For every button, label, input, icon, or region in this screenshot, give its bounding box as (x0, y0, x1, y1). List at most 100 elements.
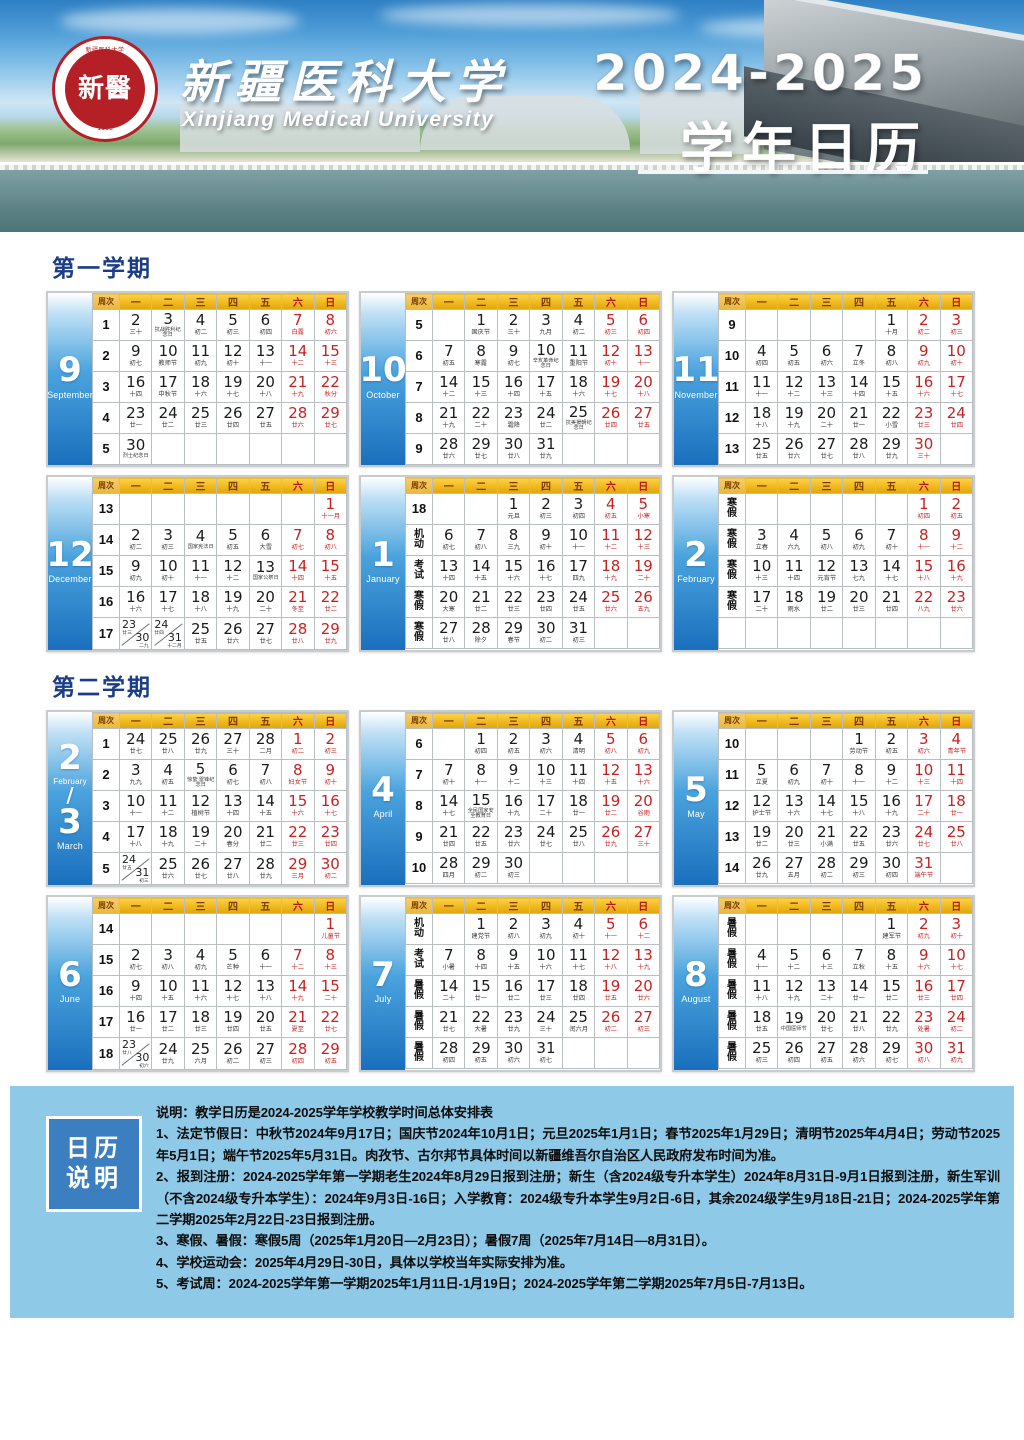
calendar-day-cell[interactable] (744, 617, 779, 649)
calendar-day-cell[interactable]: 30 三十 (907, 433, 941, 465)
calendar-day-cell[interactable]: 10 初十 (151, 555, 185, 587)
calendar-day-cell[interactable]: 19 十七 (594, 371, 628, 403)
calendar-day-cell[interactable]: 13 二十 (809, 975, 844, 1007)
calendar-day-cell[interactable]: 25 廿八 (151, 728, 185, 760)
calendar-day-cell[interactable]: 18 十八 (744, 402, 779, 434)
calendar-day-cell[interactable]: 28 除夕 (464, 617, 498, 649)
calendar-day-cell[interactable]: 26 廿七 (183, 852, 218, 885)
calendar-day-cell[interactable]: 27 初三 (248, 1037, 283, 1070)
calendar-day-cell[interactable]: 27 五月 (777, 852, 811, 884)
calendar-day-cell[interactable]: 20 十八 (626, 371, 661, 403)
calendar-day-cell[interactable]: 12 初十 (216, 340, 250, 372)
calendar-day-cell[interactable]: 9 十二 (939, 524, 974, 556)
calendar-day-cell[interactable]: 7 立秋 (842, 944, 876, 976)
calendar-day-cell[interactable] (777, 617, 811, 649)
calendar-day-cell[interactable]: 14 十九 (281, 975, 315, 1007)
calendar-day-cell[interactable]: 7 初十 (809, 759, 844, 791)
calendar-day-cell[interactable]: 18 十六 (183, 371, 218, 403)
calendar-day-cell[interactable]: 5 初八 (809, 524, 844, 556)
calendar-day-cell[interactable]: 15 十三 (313, 340, 348, 372)
calendar-day-cell[interactable]: 24 廿五 31 初三 (118, 852, 153, 885)
calendar-day-cell[interactable]: 4 初九 (183, 944, 218, 976)
calendar-day-cell[interactable]: 3 九月 (529, 309, 563, 341)
calendar-day-cell[interactable]: 20 谷雨 (626, 790, 661, 822)
calendar-day-cell[interactable]: 13 七九 (842, 555, 876, 587)
calendar-day-cell[interactable] (777, 913, 811, 945)
calendar-day-cell[interactable]: 7 立冬 (842, 340, 876, 372)
calendar-day-cell[interactable]: 13 十八 (248, 975, 283, 1007)
calendar-day-cell[interactable]: 17 廿二 (151, 1006, 185, 1038)
calendar-day-cell[interactable]: 20 廿五 (248, 1006, 283, 1038)
calendar-day-cell[interactable]: 7 十二 (281, 944, 315, 976)
calendar-day-cell[interactable]: 8 十四 (464, 944, 498, 976)
calendar-day-cell[interactable] (216, 433, 250, 465)
calendar-day-cell[interactable] (151, 433, 185, 465)
calendar-day-cell[interactable]: 9 初九 (118, 555, 153, 587)
calendar-day-cell[interactable]: 23 廿九 (496, 1006, 531, 1038)
calendar-day-cell[interactable]: 2 初三 (313, 728, 348, 760)
calendar-day-cell[interactable]: 18 十八 (183, 586, 218, 618)
calendar-day-cell[interactable]: 16 十九 (496, 790, 531, 822)
calendar-day-cell[interactable] (777, 728, 811, 760)
calendar-day-cell[interactable]: 8 十一 (464, 759, 498, 791)
calendar-day-cell[interactable]: 2 三十 (118, 309, 153, 341)
split-day-cell[interactable]: 23 廿三 30 二九 (120, 618, 151, 649)
calendar-day-cell[interactable] (183, 913, 218, 945)
calendar-day-cell[interactable]: 9 初七 (118, 340, 153, 372)
calendar-day-cell[interactable]: 22 廿三 (281, 821, 315, 853)
calendar-day-cell[interactable]: 27 廿五 (248, 402, 283, 434)
calendar-day-cell[interactable]: 6 初九 (777, 759, 811, 791)
calendar-day-cell[interactable]: 1 初四 (907, 493, 941, 525)
calendar-day-cell[interactable]: 14 十五 (464, 555, 498, 587)
calendar-day-cell[interactable] (594, 617, 628, 649)
calendar-day-cell[interactable]: 11 十一 (744, 371, 779, 403)
calendar-day-cell[interactable]: 18 十九 (594, 555, 628, 587)
calendar-day-cell[interactable] (118, 493, 153, 525)
calendar-day-cell[interactable]: 18 雨水 (777, 586, 811, 618)
calendar-day-cell[interactable]: 17 十五 (529, 371, 563, 403)
calendar-day-cell[interactable]: 6 十二 (626, 913, 661, 945)
calendar-day-cell[interactable]: 3 初三 (939, 309, 974, 341)
calendar-day-cell[interactable] (744, 913, 779, 945)
calendar-day-cell[interactable]: 8 十五 (874, 944, 909, 976)
calendar-day-cell[interactable]: 29 三月 (281, 852, 315, 885)
calendar-day-cell[interactable]: 30 初八 (907, 1037, 941, 1069)
calendar-day-cell[interactable]: 2 初八 (496, 913, 531, 945)
calendar-day-cell[interactable]: 5 立夏 (744, 759, 779, 791)
calendar-day-cell[interactable]: 8 初八 (874, 340, 909, 372)
calendar-day-cell[interactable]: 4 初十 (561, 913, 596, 945)
calendar-day-cell[interactable]: 18 廿四 (561, 975, 596, 1007)
calendar-day-cell[interactable]: 16 十六 (118, 586, 153, 618)
calendar-day-cell[interactable] (183, 433, 218, 465)
calendar-day-cell[interactable]: 16 十四 (118, 371, 153, 403)
calendar-day-cell[interactable]: 16 十七 (313, 790, 348, 822)
calendar-day-cell[interactable]: 11 初九 (183, 340, 218, 372)
split-day-second[interactable]: 31 十二月 (167, 632, 182, 650)
calendar-day-cell[interactable]: 4 国家宪法日 (183, 524, 218, 556)
calendar-day-cell[interactable]: 25 廿五 (744, 433, 779, 465)
calendar-day-cell[interactable]: 1 建军节 (874, 913, 909, 945)
calendar-day-cell[interactable]: 29 廿九 (874, 433, 909, 465)
calendar-day-cell[interactable] (744, 493, 779, 525)
calendar-day-cell[interactable]: 21 廿一 (842, 402, 876, 434)
calendar-day-cell[interactable]: 2 初五 (939, 493, 974, 525)
calendar-day-cell[interactable]: 14 十七 (809, 790, 844, 822)
calendar-day-cell[interactable]: 10 十三 (907, 759, 941, 791)
calendar-day-cell[interactable]: 25 廿三 (183, 402, 218, 434)
calendar-day-cell[interactable] (183, 493, 218, 525)
calendar-day-cell[interactable]: 14 十七 (431, 790, 466, 822)
calendar-day-cell[interactable] (431, 309, 466, 341)
calendar-day-cell[interactable] (744, 728, 779, 760)
calendar-day-cell[interactable]: 11 十四 (561, 759, 596, 791)
calendar-day-cell[interactable]: 10 十五 (151, 975, 185, 1007)
calendar-day-cell[interactable]: 11 重阳节 (561, 340, 596, 372)
split-day-first[interactable]: 23 廿八 (122, 1039, 136, 1057)
calendar-day-cell[interactable] (626, 433, 661, 465)
calendar-day-cell[interactable]: 10 十一 (561, 524, 596, 556)
calendar-day-cell[interactable]: 19 廿五 (594, 975, 628, 1007)
calendar-day-cell[interactable]: 12 十九 (777, 975, 811, 1007)
calendar-day-cell[interactable]: 15 十八 (907, 555, 941, 587)
calendar-day-cell[interactable]: 23 处暑 (907, 1006, 941, 1038)
calendar-day-cell[interactable]: 9 十五 (496, 944, 531, 976)
calendar-day-cell[interactable]: 26 廿六 (216, 617, 250, 650)
